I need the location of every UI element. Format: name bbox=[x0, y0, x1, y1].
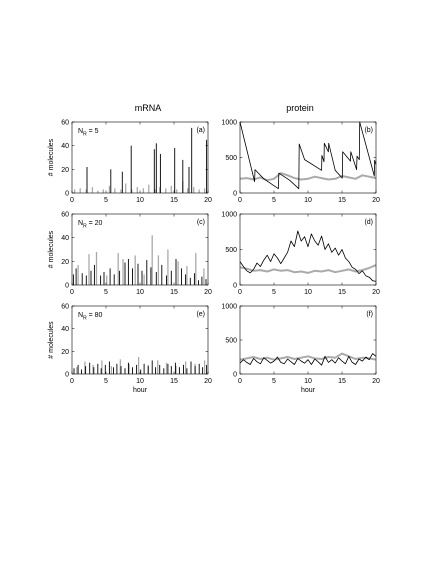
x-tick-label: 10 bbox=[304, 378, 312, 385]
x-axis-label: hour bbox=[301, 387, 316, 394]
x-axis-label: hour bbox=[133, 387, 148, 394]
y-tick-label: 1000 bbox=[221, 304, 237, 311]
y-tick-label: 500 bbox=[225, 155, 237, 162]
x-tick-label: 10 bbox=[136, 289, 144, 296]
x-tick-label: 20 bbox=[372, 378, 380, 385]
x-tick-label: 0 bbox=[70, 378, 74, 385]
y-tick-label: 40 bbox=[61, 326, 69, 333]
axes-frame bbox=[239, 213, 377, 286]
panel-label: (c) bbox=[197, 219, 205, 226]
y-tick-label: 0 bbox=[233, 372, 237, 379]
y-tick-label: 60 bbox=[61, 304, 69, 311]
y-tick-label: 60 bbox=[61, 212, 69, 219]
panel-label: (b) bbox=[364, 127, 373, 134]
x-tick-label: 15 bbox=[170, 378, 178, 385]
x-tick-label: 20 bbox=[372, 289, 380, 296]
y-axis-label: # molecules bbox=[48, 321, 55, 359]
x-tick-label: 20 bbox=[204, 378, 212, 385]
series-line-dark bbox=[239, 121, 377, 190]
y-tick-label: 0 bbox=[233, 191, 237, 198]
series-line-dark bbox=[239, 230, 377, 282]
y-tick-label: 0 bbox=[233, 283, 237, 290]
x-tick-label: 5 bbox=[104, 289, 108, 296]
y-axis-label: # molecules bbox=[48, 138, 55, 176]
y-tick-label: 20 bbox=[61, 167, 69, 174]
x-tick-label: 10 bbox=[304, 197, 312, 204]
nr-annotation: NR = 20 bbox=[78, 220, 103, 230]
y-tick-label: 0 bbox=[65, 283, 69, 290]
series-line-light bbox=[239, 172, 377, 182]
panel-label: (e) bbox=[196, 311, 205, 318]
y-tick-label: 0 bbox=[65, 191, 69, 198]
x-tick-label: 15 bbox=[338, 197, 346, 204]
x-tick-label: 5 bbox=[104, 378, 108, 385]
y-tick-label: 500 bbox=[225, 338, 237, 345]
y-tick-label: 1000 bbox=[221, 120, 237, 127]
panel-a: 0 5 10 15 20 0 20 40 60 (a) NR = 5 # molecules bbox=[48, 120, 212, 205]
x-tick-label: 0 bbox=[238, 378, 242, 385]
x-tick-label: 5 bbox=[272, 197, 276, 204]
panel-b: 0 5 10 15 20 0 500 1000 (b) bbox=[221, 120, 380, 205]
series-line-dark bbox=[239, 353, 377, 366]
x-tick-label: 20 bbox=[204, 289, 212, 296]
series-line-light bbox=[239, 352, 377, 361]
x-tick-label: 5 bbox=[272, 378, 276, 385]
y-tick-label: 500 bbox=[225, 247, 237, 254]
y-tick-label: 0 bbox=[65, 372, 69, 379]
x-tick-label: 20 bbox=[372, 197, 380, 204]
y-axis-label: # molecules bbox=[48, 230, 55, 268]
y-tick-label: 20 bbox=[61, 349, 69, 356]
x-tick-label: 15 bbox=[170, 289, 178, 296]
panel-f: 0 5 10 15 20 0 500 1000 (f) hour bbox=[221, 304, 380, 395]
x-tick-label: 5 bbox=[104, 197, 108, 204]
x-tick-label: 15 bbox=[338, 378, 346, 385]
column-title-mrna: mRNA bbox=[135, 103, 162, 113]
nr-annotation: NR = 5 bbox=[78, 128, 99, 138]
panel-e: 0 5 10 15 20 0 20 40 60 (e) NR = 80 # molecules hour bbox=[48, 304, 212, 395]
x-tick-label: 15 bbox=[338, 289, 346, 296]
series-line-light bbox=[239, 264, 377, 274]
x-tick-label: 0 bbox=[70, 289, 74, 296]
panel-d: 0 5 10 15 20 0 500 1000 (d) bbox=[221, 212, 380, 297]
x-tick-label: 15 bbox=[170, 197, 178, 204]
y-tick-label: 40 bbox=[61, 143, 69, 150]
panel-label: (f) bbox=[366, 311, 373, 318]
panel-c: 0 5 10 15 20 0 20 40 60 (c) NR = 20 # molecules bbox=[48, 212, 212, 297]
column-title-protein: protein bbox=[286, 103, 314, 113]
axes-frame bbox=[239, 121, 377, 194]
panel-label: (d) bbox=[364, 219, 373, 226]
x-tick-label: 10 bbox=[304, 289, 312, 296]
x-tick-label: 0 bbox=[70, 197, 74, 204]
x-tick-label: 5 bbox=[272, 289, 276, 296]
panels-group: 0 5 10 15 20 0 20 40 60 (a) NR = 5 # molecules 0 5 10 1… bbox=[48, 120, 380, 395]
y-tick-label: 40 bbox=[61, 235, 69, 242]
x-tick-label: 20 bbox=[204, 197, 212, 204]
y-tick-label: 60 bbox=[61, 120, 69, 127]
x-tick-label: 10 bbox=[136, 197, 144, 204]
nr-annotation: NR = 80 bbox=[78, 312, 103, 322]
x-tick-label: 0 bbox=[238, 197, 242, 204]
y-tick-label: 1000 bbox=[221, 212, 237, 219]
y-tick-label: 20 bbox=[61, 259, 69, 266]
panel-label: (a) bbox=[196, 127, 205, 134]
x-tick-label: 10 bbox=[136, 378, 144, 385]
x-tick-label: 0 bbox=[238, 289, 242, 296]
